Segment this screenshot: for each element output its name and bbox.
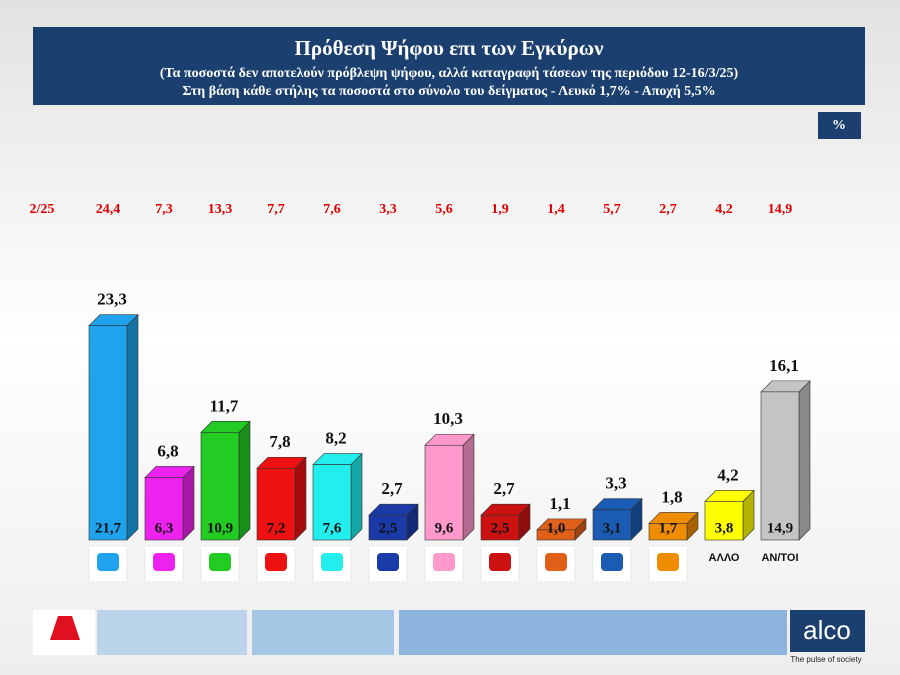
previous-value: 24,4: [96, 202, 121, 217]
bar: [200, 432, 240, 541]
unit-badge: [818, 112, 861, 139]
previous-value: 7,6: [323, 202, 341, 217]
previous-value: 1,4: [547, 202, 565, 217]
footer-box: [97, 610, 247, 655]
previous-value: 7,7: [267, 202, 285, 217]
value-label: 1,1: [549, 494, 570, 513]
bar: [648, 523, 688, 541]
unit-label: %: [832, 118, 846, 133]
base-label: 7,6: [323, 520, 342, 536]
party-logo-mark: [321, 553, 343, 571]
party-logo-mark: [209, 553, 231, 571]
base-label: 1,7: [659, 520, 678, 536]
previous-value: 13,3: [208, 202, 233, 217]
subtitle: Στη βάση κάθε στήλης τα ποσοστά στο σύνο…: [182, 84, 715, 99]
bar-side: [238, 420, 251, 541]
brand-box: [790, 610, 865, 652]
bar-side: [462, 433, 475, 541]
previous-value: 1,9: [491, 202, 509, 217]
bar-side: [350, 452, 363, 541]
bar-side: [182, 465, 195, 541]
value-label: 8,2: [325, 428, 346, 447]
category-label: ΑΛΛΟ: [709, 552, 740, 564]
base-label: 10,9: [207, 520, 233, 536]
base-label: 14,9: [767, 520, 793, 536]
bar: [256, 467, 296, 541]
previous-value: 7,3: [155, 202, 173, 217]
value-label: 16,1: [769, 356, 799, 375]
bar: [368, 514, 408, 541]
category-label: ΑΝ/ΤΟΙ: [761, 552, 798, 564]
base-label: 21,7: [95, 520, 122, 536]
footer-box: [252, 610, 394, 655]
previous-value: 2,7: [659, 202, 677, 217]
bar-side: [126, 313, 139, 541]
legend-label: 2/25: [30, 202, 55, 217]
header-box: [33, 27, 865, 105]
bar: [592, 509, 632, 541]
previous-value: 5,6: [435, 202, 453, 217]
base-label: 3,8: [715, 520, 734, 536]
party-logo-mark: [601, 553, 623, 571]
value-label: 1,8: [661, 487, 682, 506]
chart-title: Πρόθεση Ψήφου επι των Εγκύρων: [295, 36, 605, 60]
value-label: 4,2: [717, 465, 738, 484]
bar: [760, 391, 800, 541]
bar-side: [798, 380, 811, 541]
party-logo-mark: [377, 553, 399, 571]
party-logo-mark: [489, 553, 511, 571]
value-label: 23,3: [97, 290, 127, 309]
brand-tagline: The pulse of society: [790, 655, 861, 664]
value-label: 10,3: [433, 409, 463, 428]
base-label: 3,1: [603, 520, 622, 536]
bar: [424, 444, 464, 541]
value-label: 11,7: [210, 396, 239, 415]
bar: [88, 325, 128, 541]
party-logo-mark: [657, 553, 679, 571]
alpha-logo: [50, 616, 80, 640]
bar: [536, 529, 576, 541]
value-label: 6,8: [157, 441, 178, 460]
previous-value: 3,3: [379, 202, 397, 217]
base-label: 1,0: [547, 520, 566, 536]
bar: [480, 514, 520, 541]
value-label: 2,7: [493, 479, 515, 498]
base-label: 9,6: [435, 520, 454, 536]
subtitle: (Τα ποσοστά δεν αποτελούν πρόβλεψη ψήφου…: [160, 66, 739, 81]
brand-name: alco: [803, 615, 851, 645]
previous-value: 4,2: [715, 202, 733, 217]
bar-side: [294, 456, 307, 541]
value-label: 7,8: [269, 432, 290, 451]
party-logo-mark: [265, 553, 287, 571]
base-label: 6,3: [155, 520, 174, 536]
previous-value: 5,7: [603, 202, 621, 217]
base-label: 2,5: [491, 520, 510, 536]
value-label: 2,7: [381, 479, 403, 498]
footer-box: [399, 610, 787, 655]
bar: [312, 464, 352, 541]
party-logo-mark: [153, 553, 175, 571]
base-label: 2,5: [379, 520, 398, 536]
bar: [704, 501, 744, 541]
party-logo-mark: [433, 553, 455, 571]
bar: [144, 477, 184, 541]
party-logo-mark: [545, 553, 567, 571]
value-label: 3,3: [605, 474, 626, 493]
base-label: 7,2: [267, 520, 286, 536]
previous-value: 14,9: [768, 202, 793, 217]
party-logo-mark: [97, 553, 119, 571]
